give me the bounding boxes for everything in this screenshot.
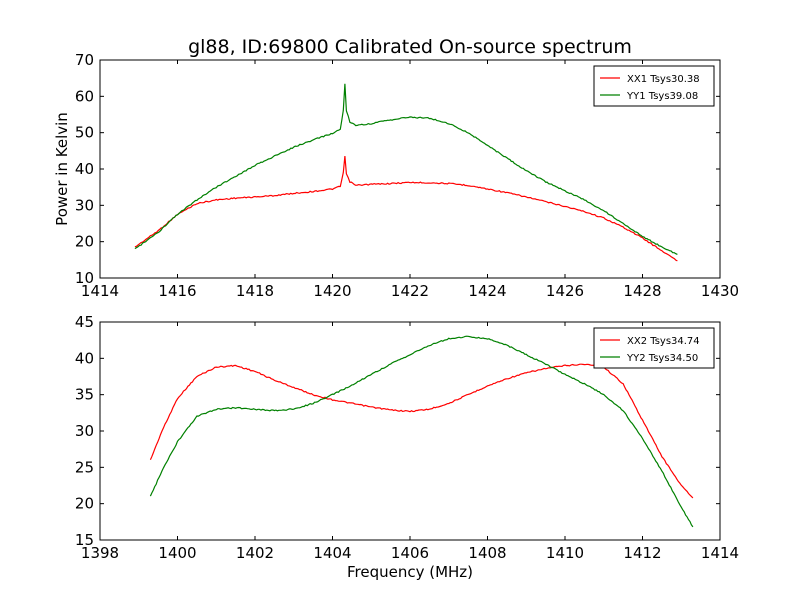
x-tick-label: 1414 — [81, 282, 119, 300]
x-tick-label: 1430 — [701, 282, 739, 300]
y-tick-label: 40 — [75, 349, 94, 367]
x-tick-label: 1416 — [158, 282, 196, 300]
x-tick-label: 1400 — [158, 544, 196, 562]
y-tick-label: 45 — [75, 313, 94, 331]
y-tick-label: 25 — [75, 458, 94, 476]
y-tick-label: 35 — [75, 386, 94, 404]
x-tick-label: 1412 — [623, 544, 661, 562]
y-tick-label: 10 — [75, 269, 94, 287]
x-axis-label: Frequency (MHz) — [347, 563, 473, 581]
legend-entry-label: XX1 Tsys30.38 — [627, 74, 700, 85]
y-tick-label: 40 — [75, 160, 94, 178]
y-tick-label: 70 — [75, 51, 94, 69]
legend-entry-label: YY2 Tsys34.50 — [626, 353, 698, 364]
x-tick-label: 1402 — [236, 544, 274, 562]
top-spectrum-panel: 1414 1416 1418 1420 1422 1424 1426 1428 1430 10 20… — [75, 51, 739, 300]
y-axis-label: Power in Kelvin — [53, 112, 71, 226]
series-line-xx — [134, 156, 678, 262]
x-tick-label: 1406 — [391, 544, 429, 562]
x-tick-label: 1426 — [546, 282, 584, 300]
y-tick-label: 30 — [75, 196, 94, 214]
legend: XX1 Tsys30.38 YY1 Tsys39.08 — [593, 65, 715, 107]
y-tick-label: 30 — [75, 422, 94, 440]
legend: XX2 Tsys34.74 YY2 Tsys34.50 — [593, 327, 715, 369]
x-tick-label: 1410 — [546, 544, 584, 562]
y-tick-label: 60 — [75, 87, 94, 105]
series-line-yy — [134, 83, 678, 255]
legend-box — [593, 327, 715, 369]
x-tick-label: 1414 — [701, 544, 739, 562]
x-tick-label: 1420 — [313, 282, 351, 300]
figure-title: gl88, ID:69800 Calibrated On-source spec… — [188, 36, 632, 58]
legend-entry-label: YY1 Tsys39.08 — [626, 91, 698, 102]
x-tick-label: 1404 — [313, 544, 351, 562]
bottom-spectrum-panel: 1398 1400 1402 1404 1406 1408 1410 1412 1414 15 20… — [75, 313, 739, 562]
legend-box — [593, 65, 715, 107]
y-tick-label: 15 — [75, 531, 94, 549]
x-tick-label: 1418 — [236, 282, 274, 300]
y-tick-label: 50 — [75, 124, 94, 142]
y-tick-label: 20 — [75, 495, 94, 513]
x-tick-label: 1428 — [623, 282, 661, 300]
y-tick-label: 20 — [75, 233, 94, 251]
series-line-yy — [149, 335, 694, 528]
x-tick-label: 1424 — [468, 282, 506, 300]
x-tick-label: 1422 — [391, 282, 429, 300]
legend-entry-label: XX2 Tsys34.74 — [627, 336, 700, 347]
x-tick-label: 1408 — [468, 544, 506, 562]
x-tick-label: 1398 — [81, 544, 119, 562]
